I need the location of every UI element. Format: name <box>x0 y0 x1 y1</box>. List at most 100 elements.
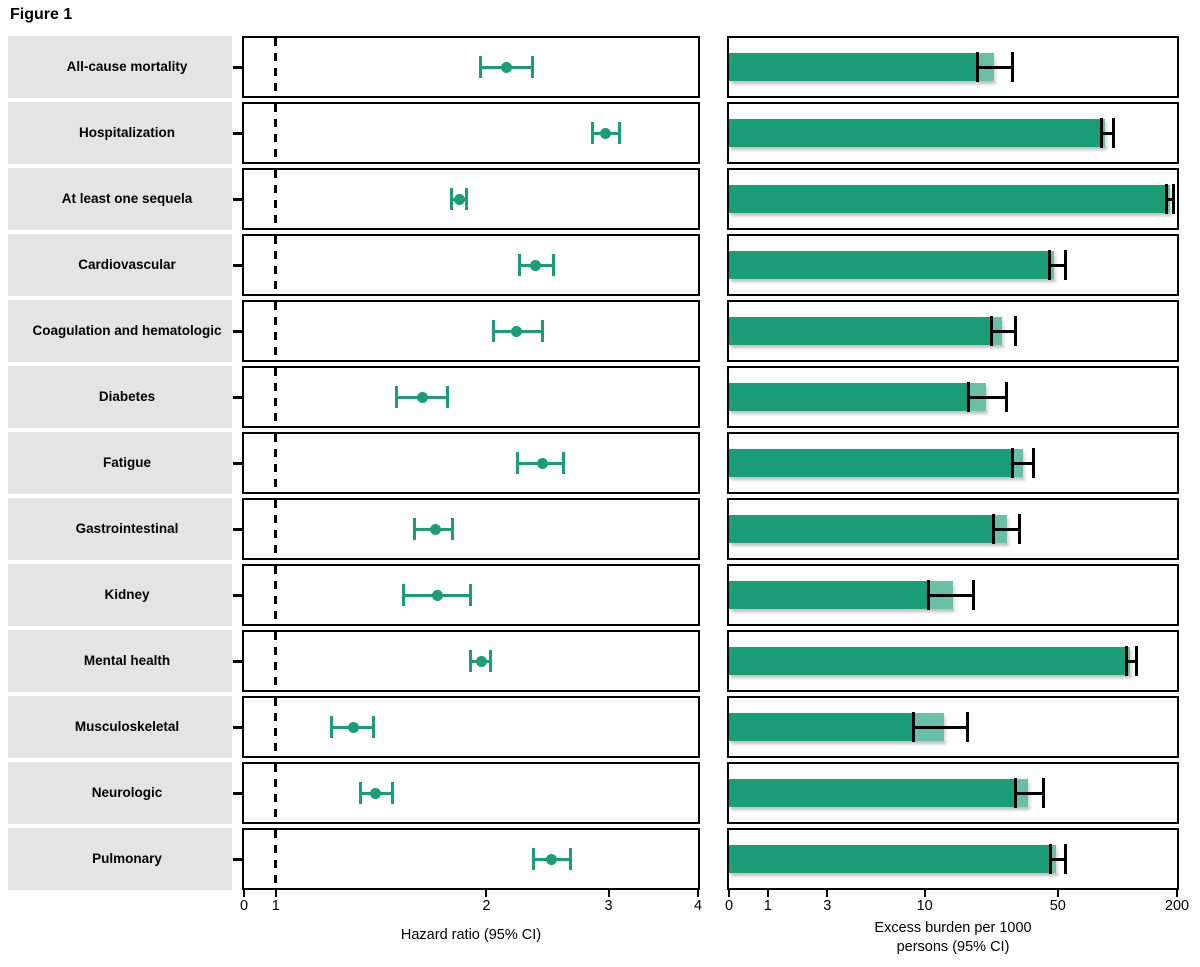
hr-point-estimate <box>501 61 513 73</box>
burden-bar <box>729 317 1003 345</box>
axis-tick-label: 10 <box>916 898 933 914</box>
row-label: Gastrointestinal <box>8 498 232 560</box>
burden-panel-inner <box>729 104 1177 162</box>
burden-ci-line <box>1101 131 1114 135</box>
hr-panel-inner <box>244 698 698 756</box>
hr-reference-line <box>274 566 278 624</box>
hr-panel-inner <box>244 566 698 624</box>
axis-tick-label: 1 <box>271 898 280 914</box>
row-axis-tick <box>233 462 242 465</box>
burden-ci-cap-low <box>1014 778 1018 808</box>
hr-ci-cap-low <box>517 254 521 276</box>
row-label: Neurologic <box>8 762 232 824</box>
hr-panel <box>242 696 700 758</box>
row-label: All-cause mortality <box>8 36 232 98</box>
hr-point-estimate <box>453 193 465 205</box>
row-axis-tick <box>233 396 242 399</box>
burden-ci-cap-high <box>1064 250 1068 280</box>
burden-ci-cap-low <box>1011 448 1015 478</box>
hr-point-estimate <box>431 589 443 601</box>
hr-reference-line <box>274 104 278 162</box>
hr-panel <box>242 498 700 560</box>
hr-panel <box>242 630 700 692</box>
hr-panel <box>242 366 700 428</box>
burden-bar <box>729 53 994 81</box>
row-label: Diabetes <box>8 366 232 428</box>
hr-ci-cap-high <box>561 452 565 474</box>
hr-ci-cap-high <box>464 188 468 210</box>
burden-ci-line <box>977 65 1013 69</box>
hr-ci-cap-low <box>413 518 417 540</box>
row-axis-tick <box>233 132 242 135</box>
hr-panel-inner <box>244 434 698 492</box>
burden-ci-line <box>1166 197 1174 201</box>
burden-ci-cap-high <box>1032 448 1036 478</box>
hr-reference-line <box>274 764 278 822</box>
row-axis-tick <box>233 858 242 861</box>
hr-reference-line <box>274 500 278 558</box>
hr-panel <box>242 432 700 494</box>
hr-ci-cap-high <box>530 56 534 78</box>
burden-bar <box>729 515 1007 543</box>
burden-bar <box>729 251 1055 279</box>
hr-panel-inner <box>244 764 698 822</box>
hr-axis-title: Hazard ratio (95% CI) <box>400 927 542 943</box>
burden-ci-cap-low <box>967 382 971 412</box>
row-axis-tick <box>233 528 242 531</box>
burden-ci-line <box>991 329 1016 333</box>
hr-panel-inner <box>244 368 698 426</box>
burden-panel-inner <box>729 500 1177 558</box>
burden-bar <box>729 779 1029 807</box>
burden-panel <box>727 630 1179 692</box>
burden-ci-cap-low <box>927 580 931 610</box>
burden-ci-cap-low <box>976 52 980 82</box>
burden-panel <box>727 300 1179 362</box>
hr-axis: 0 1 2 3 4 <box>240 890 702 920</box>
burden-panel-inner <box>729 764 1177 822</box>
hr-ci-cap-high <box>451 518 455 540</box>
hr-panel <box>242 564 700 626</box>
burden-panel-inner <box>729 632 1177 690</box>
burden-panel-inner <box>729 434 1177 492</box>
row-label: Cardiovascular <box>8 234 232 296</box>
burden-ci-line <box>928 593 974 597</box>
burden-bar <box>729 713 944 741</box>
axis-tick-label: 4 <box>693 898 703 914</box>
hr-ci-cap-low <box>401 584 405 606</box>
burden-panel <box>727 36 1179 98</box>
burden-panel-inner <box>729 302 1177 360</box>
hr-point-estimate <box>537 457 549 469</box>
hr-reference-line <box>274 698 278 756</box>
hr-reference-line <box>274 368 278 426</box>
burden-ci-cap-high <box>1172 184 1176 214</box>
burden-panel <box>727 168 1179 230</box>
hr-panel-inner <box>244 830 698 888</box>
burden-panel-inner <box>729 698 1177 756</box>
burden-panel-inner <box>729 38 1177 96</box>
burden-ci-cap-low <box>1099 118 1103 148</box>
burden-ci-cap-high <box>971 580 975 610</box>
burden-ci-cap-low <box>990 316 994 346</box>
hr-ci-cap-high <box>372 716 376 738</box>
burden-panel <box>727 234 1179 296</box>
burden-ci-cap-low <box>911 712 915 742</box>
burden-bar <box>729 185 1170 213</box>
burden-panel-inner <box>729 236 1177 294</box>
hr-ci-cap-low <box>492 320 496 342</box>
hr-panel-inner <box>244 38 698 96</box>
burden-ci-line <box>1049 263 1066 267</box>
hr-point-estimate <box>511 325 522 337</box>
axis-tick-label: 2 <box>482 898 491 914</box>
burden-bar <box>729 383 987 411</box>
hr-point-estimate <box>370 787 382 799</box>
burden-panel <box>727 828 1179 890</box>
burden-bar <box>729 845 1057 873</box>
hr-ci-cap-low <box>516 452 520 474</box>
hr-ci-cap-high <box>391 782 395 804</box>
burden-bar <box>729 581 953 609</box>
burden-axis-title-line1: Excess burden per 1000 <box>874 920 1032 936</box>
axis-tick-label: 3 <box>823 898 832 914</box>
burden-ci-cap-high <box>1011 52 1015 82</box>
row-label: Musculoskeletal <box>8 696 232 758</box>
hr-point-estimate <box>529 259 541 271</box>
